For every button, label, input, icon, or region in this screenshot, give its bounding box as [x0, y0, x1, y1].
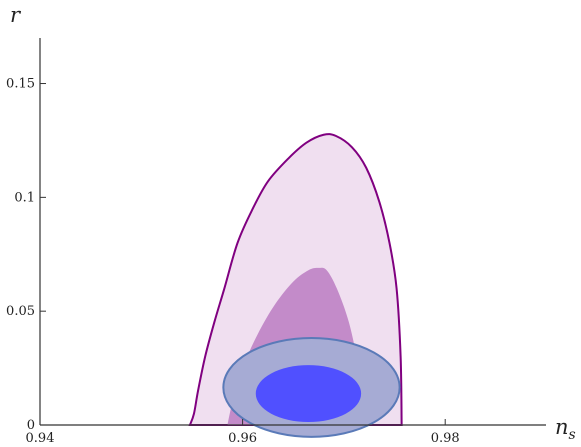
y-ticks: 0 0.05 0.1 0.15 [6, 77, 46, 433]
y-tick-label: 0 [27, 418, 35, 433]
y-tick-label: 0.15 [6, 77, 35, 92]
x-tick-label: 0.98 [431, 431, 460, 446]
x-axis-label: ns [555, 415, 576, 443]
x-axis-label-main: n [555, 415, 569, 439]
y-tick-label: 0.05 [6, 304, 35, 319]
y-tick-label: 0.1 [14, 190, 35, 205]
x-ticks: 0.94 0.96 0.98 [26, 419, 460, 446]
y-axis-label: r [10, 3, 22, 27]
x-tick-label: 0.94 [26, 431, 55, 446]
blue-inner-contour [255, 365, 362, 423]
x-tick-label: 0.96 [228, 431, 257, 446]
x-axis-label-subscript: s [569, 427, 576, 443]
plot-regions [188, 133, 403, 438]
